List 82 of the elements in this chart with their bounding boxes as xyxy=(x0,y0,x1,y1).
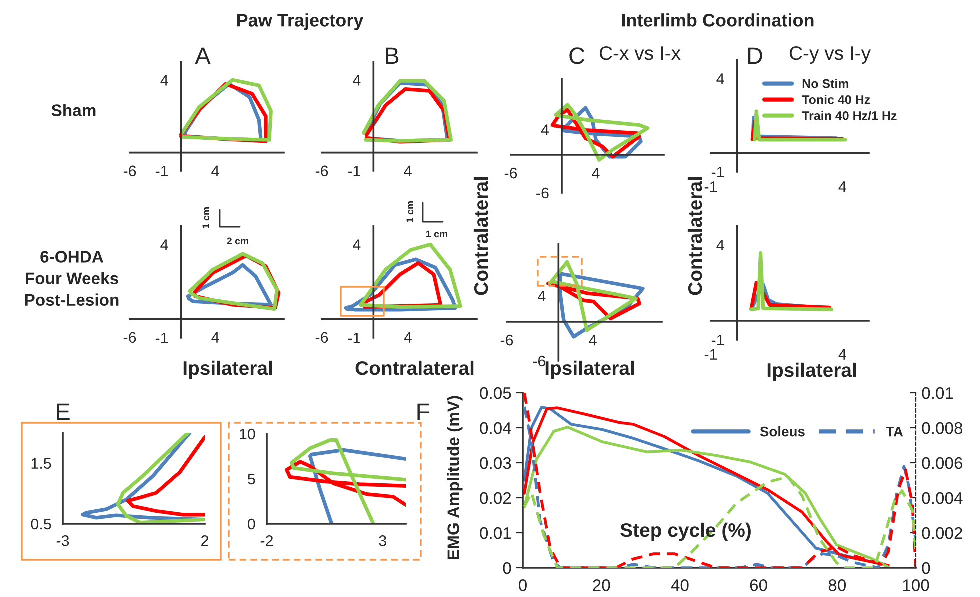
y-tick-label: 10 xyxy=(240,428,256,440)
y-tick-label: 5 xyxy=(248,474,256,485)
line-series xyxy=(116,433,205,524)
x-tick-label: -6 xyxy=(124,332,136,344)
x-tick-label: 0 xyxy=(519,580,527,592)
legend-label: TA xyxy=(886,427,904,437)
x-tick-label: -2 xyxy=(260,536,274,546)
y-tick-label: 0 xyxy=(248,518,256,530)
line-series xyxy=(290,438,406,524)
x-tick-label: 20 xyxy=(593,580,610,592)
annotation: 1 cm xyxy=(426,230,448,238)
annotation: 1 cm xyxy=(202,208,210,228)
line-series xyxy=(285,460,406,507)
y-tick-label: 4 xyxy=(353,75,361,86)
x-tick-label: -6 xyxy=(316,332,328,344)
line-series xyxy=(548,260,638,332)
x-tick-label: 3 xyxy=(379,536,386,546)
x-tick-label: -6 xyxy=(124,166,136,177)
text: 1 cm xyxy=(406,202,414,222)
chart-subtitle: C-y vs I-y xyxy=(790,46,872,64)
x-axis-title: Step cycle (%) xyxy=(620,522,751,542)
x-tick-label: 4 xyxy=(404,166,412,176)
chart-title: A xyxy=(195,48,211,64)
legend-label: Soleus xyxy=(760,426,805,437)
y-tick-label: 4 xyxy=(160,75,168,86)
x-tick-label: 4 xyxy=(589,335,597,346)
x-tick-label: 60 xyxy=(750,580,768,592)
y-tick-label: 0 xyxy=(503,562,512,574)
y-tick-label: 0.05 xyxy=(480,387,512,400)
y-tick-label: 1.5 xyxy=(32,458,52,470)
y-tick-label: 4 xyxy=(716,74,724,84)
x-tick-label: 4 xyxy=(592,168,600,179)
y-axis-title: Contralateral xyxy=(688,177,702,296)
chart-title: E xyxy=(57,404,70,420)
line-series xyxy=(308,448,406,524)
y-tick-label: 0.03 xyxy=(480,457,512,470)
y2-tick-label: 0.01 xyxy=(922,387,954,400)
chart-title: D xyxy=(748,48,762,64)
y-tick-label: 0.04 xyxy=(480,422,512,434)
y2-tick-label: 0.002 xyxy=(922,527,962,540)
text: Sham xyxy=(52,104,96,116)
y-tick-label: 4 xyxy=(160,240,168,250)
legend-label: No Stim xyxy=(802,79,849,88)
x-tick-label: -3 xyxy=(56,536,70,546)
y-axis-title: EMG Amplitude (mV) xyxy=(447,396,463,560)
text: 6-OHDA Four Weeks Post-Lesion xyxy=(25,251,119,306)
line-series xyxy=(126,435,205,517)
text: Paw Trajectory xyxy=(237,14,364,30)
x-axis-title: Ipsilateral xyxy=(546,360,634,380)
y-tick-label: 4 xyxy=(541,124,550,136)
y-tick-label: 4 xyxy=(716,240,724,251)
y-tick-label: 0.02 xyxy=(480,492,512,504)
x-axis-title: Contralateral xyxy=(356,360,474,376)
legend-label: Train 40 Hz/1 Hz xyxy=(802,111,897,120)
y-tick-label: 0.01 xyxy=(480,527,512,540)
x-tick-label: 2 xyxy=(202,536,208,546)
annotation: 2 cm xyxy=(227,238,248,245)
x-tick-label: 40 xyxy=(671,580,689,592)
legend-label: Tonic 40 Hz xyxy=(802,95,870,104)
chart-title: F xyxy=(418,404,430,420)
chart-subtitle: C-x vs I-x xyxy=(600,46,681,60)
x-tick-label: 4 xyxy=(212,166,220,176)
y-tick-label: 0.5 xyxy=(31,518,52,530)
y-axis-title: Contralateral xyxy=(474,177,488,296)
y2-tick-label: 0.004 xyxy=(922,492,963,504)
line-series xyxy=(554,103,650,162)
chart-title: B xyxy=(386,48,399,64)
y-tick-label: 4 xyxy=(538,291,546,302)
x-tick-label: 4 xyxy=(404,332,412,343)
x-tick-label: -6 xyxy=(316,166,328,177)
x-tick-label: 4 xyxy=(212,332,220,343)
y2-tick-label: 0.006 xyxy=(922,457,963,470)
chart-title: C xyxy=(570,48,585,64)
y2-tick-label: 0 xyxy=(922,562,930,574)
x-tick-label: 80 xyxy=(828,580,846,592)
line-series xyxy=(344,258,458,312)
y-tick-label: 4 xyxy=(353,240,361,250)
text: Interlimb Coordination xyxy=(622,14,814,27)
x-axis-title: Ipsilateral xyxy=(184,360,272,380)
x-tick-label: 100 xyxy=(903,580,930,592)
x-axis-title: Ipsilateral xyxy=(768,362,856,382)
y2-tick-label: 0.008 xyxy=(922,422,963,434)
